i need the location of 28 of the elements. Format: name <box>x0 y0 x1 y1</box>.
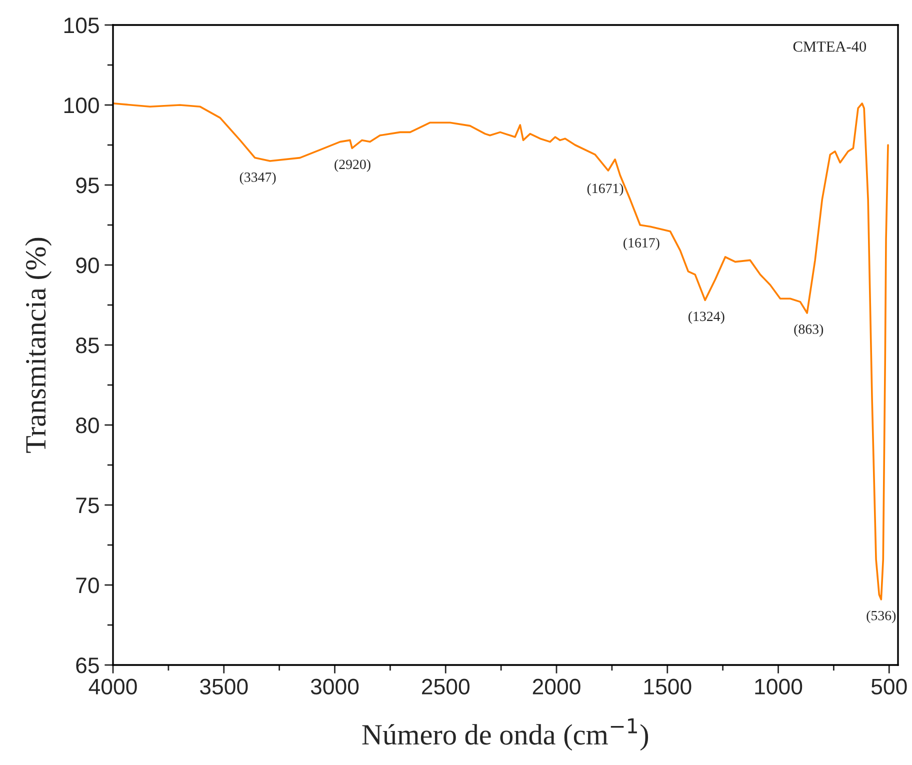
x-tick-label: 3500 <box>200 678 248 695</box>
x-tick-label: 4000 <box>88 678 137 695</box>
x-tick-label: 1500 <box>644 678 692 695</box>
annotation: (536) <box>866 610 896 624</box>
y-tick-label: 80 <box>76 418 99 434</box>
y-tick-label: 90 <box>76 258 99 274</box>
y-tick-label: 85 <box>76 338 99 354</box>
annotation: (2920) <box>334 159 370 172</box>
annotation: (863) <box>794 324 824 337</box>
annotation: (3347) <box>240 172 276 185</box>
y-tick-label: 65 <box>76 658 99 674</box>
x-tick-label: 2500 <box>422 678 470 695</box>
y-tick-label: 75 <box>76 498 99 514</box>
annotation: CMTEA-40 <box>793 41 866 52</box>
y-tick-label: 105 <box>64 18 99 34</box>
x-tick-label: 2000 <box>532 678 580 695</box>
x-axis-title: Número de onda (cm$^{−1}$) <box>362 718 648 751</box>
x-tick-label: 3000 <box>310 678 359 695</box>
annotation: (1617) <box>624 238 660 250</box>
y-tick-label: 70 <box>76 578 99 594</box>
annotation: (1324) <box>688 311 724 324</box>
y-tick-label: 100 <box>64 98 99 114</box>
y-tick-label: 95 <box>76 178 99 194</box>
x-tick-label: 500 <box>871 678 907 695</box>
y-axis-title: Transmitancia (%) <box>25 238 52 453</box>
line-series <box>113 102 889 600</box>
x-tick-label: 1000 <box>755 678 802 695</box>
annotation: (1671) <box>587 183 624 196</box>
